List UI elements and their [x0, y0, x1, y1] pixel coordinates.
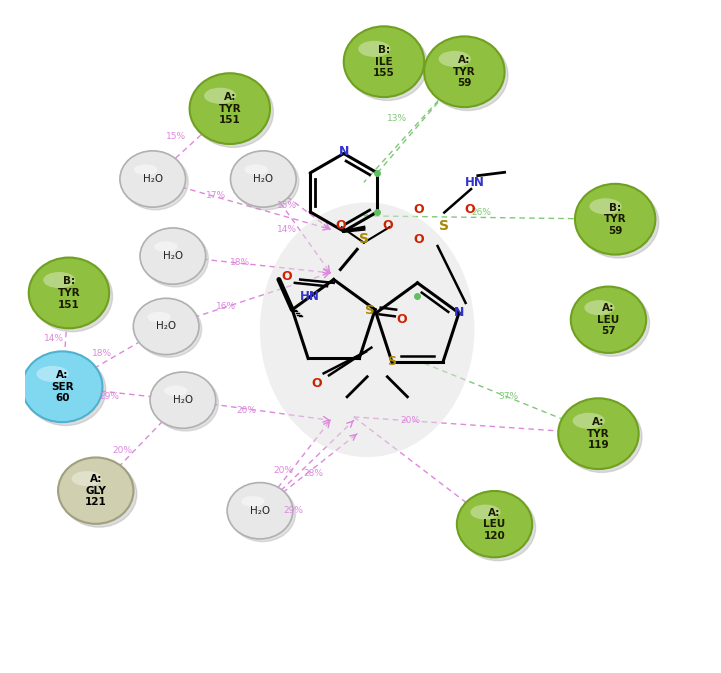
- Ellipse shape: [71, 471, 102, 486]
- Text: O: O: [335, 219, 345, 232]
- Text: A:
LEU
57: A: LEU 57: [598, 303, 619, 336]
- Ellipse shape: [438, 51, 471, 67]
- Ellipse shape: [575, 184, 655, 254]
- Text: O: O: [311, 377, 322, 390]
- Text: O: O: [382, 219, 393, 232]
- Text: H₂O: H₂O: [163, 251, 183, 261]
- Text: 17%: 17%: [206, 191, 226, 201]
- Ellipse shape: [153, 375, 218, 431]
- Text: H₂O: H₂O: [250, 505, 270, 516]
- Text: 26%: 26%: [471, 208, 491, 217]
- Text: S: S: [387, 355, 397, 368]
- Text: O: O: [464, 203, 475, 215]
- Ellipse shape: [562, 402, 642, 472]
- Ellipse shape: [147, 312, 171, 322]
- Text: B:
ILE
155: B: ILE 155: [373, 45, 395, 78]
- Ellipse shape: [154, 242, 177, 252]
- Text: O: O: [397, 313, 407, 326]
- Ellipse shape: [61, 461, 137, 527]
- Text: 15%: 15%: [166, 133, 186, 141]
- Ellipse shape: [428, 40, 508, 110]
- Ellipse shape: [231, 151, 296, 207]
- Ellipse shape: [37, 366, 68, 382]
- Ellipse shape: [143, 231, 208, 287]
- Text: 28%: 28%: [304, 469, 324, 479]
- Text: HN: HN: [300, 290, 320, 303]
- Ellipse shape: [150, 372, 216, 428]
- Text: H₂O: H₂O: [173, 395, 193, 405]
- Ellipse shape: [572, 413, 605, 429]
- Ellipse shape: [242, 496, 265, 507]
- Ellipse shape: [123, 153, 188, 210]
- Text: A:
TYR
59: A: TYR 59: [453, 55, 476, 88]
- Ellipse shape: [193, 77, 273, 147]
- Text: 37%: 37%: [498, 392, 518, 401]
- Ellipse shape: [43, 272, 76, 288]
- Text: A:
GLY
121: A: GLY 121: [85, 474, 107, 507]
- Ellipse shape: [32, 261, 112, 332]
- Text: 18%: 18%: [92, 349, 112, 358]
- Ellipse shape: [578, 187, 659, 258]
- Text: O: O: [414, 203, 424, 215]
- Ellipse shape: [134, 164, 157, 175]
- Ellipse shape: [133, 298, 199, 355]
- Ellipse shape: [164, 386, 187, 396]
- Ellipse shape: [470, 505, 500, 520]
- Ellipse shape: [584, 300, 614, 315]
- Text: O: O: [281, 270, 292, 283]
- Text: 29%: 29%: [99, 392, 119, 401]
- Ellipse shape: [358, 41, 390, 57]
- Ellipse shape: [204, 87, 236, 104]
- Text: H₂O: H₂O: [143, 174, 163, 184]
- Text: 14%: 14%: [277, 225, 297, 234]
- Ellipse shape: [590, 199, 622, 215]
- Text: 14%: 14%: [43, 334, 63, 343]
- Text: 20%: 20%: [236, 406, 257, 415]
- Ellipse shape: [190, 73, 270, 144]
- Text: N: N: [339, 145, 349, 158]
- Ellipse shape: [260, 203, 474, 457]
- Ellipse shape: [136, 301, 202, 357]
- Ellipse shape: [58, 458, 133, 524]
- Text: 29%: 29%: [283, 506, 304, 516]
- Text: 16%: 16%: [216, 302, 236, 311]
- Text: B:
TYR
59: B: TYR 59: [604, 203, 627, 236]
- Ellipse shape: [344, 26, 424, 97]
- Ellipse shape: [558, 398, 639, 469]
- Text: 20%: 20%: [273, 466, 293, 475]
- Ellipse shape: [347, 30, 428, 100]
- Text: S: S: [439, 219, 449, 233]
- Text: HN: HN: [464, 176, 485, 189]
- Ellipse shape: [25, 355, 106, 425]
- Text: A:
TYR
151: A: TYR 151: [218, 92, 241, 125]
- Ellipse shape: [571, 287, 646, 353]
- Ellipse shape: [230, 485, 296, 542]
- Ellipse shape: [233, 153, 298, 210]
- Ellipse shape: [244, 164, 268, 175]
- Text: A:
SER
60: A: SER 60: [51, 370, 74, 403]
- Ellipse shape: [120, 151, 185, 207]
- Text: 20%: 20%: [401, 416, 421, 425]
- Ellipse shape: [460, 495, 536, 561]
- Text: A:
LEU
120: A: LEU 120: [483, 507, 505, 541]
- Ellipse shape: [29, 258, 109, 328]
- Ellipse shape: [424, 36, 505, 107]
- Text: S: S: [359, 232, 369, 246]
- Text: 15%: 15%: [277, 201, 297, 210]
- Text: H₂O: H₂O: [156, 322, 176, 331]
- Ellipse shape: [227, 483, 293, 539]
- Ellipse shape: [22, 351, 102, 422]
- Text: N: N: [454, 306, 464, 320]
- Ellipse shape: [457, 491, 532, 557]
- Text: 20%: 20%: [112, 446, 133, 455]
- Text: H₂O: H₂O: [253, 174, 273, 184]
- Ellipse shape: [574, 290, 650, 356]
- Text: O: O: [414, 233, 424, 246]
- Text: S: S: [365, 304, 374, 317]
- Text: B:
TYR
151: B: TYR 151: [58, 277, 80, 310]
- Text: 18%: 18%: [230, 258, 250, 267]
- Text: A:
TYR
119: A: TYR 119: [587, 417, 610, 450]
- Text: 13%: 13%: [387, 114, 407, 123]
- Ellipse shape: [140, 228, 205, 284]
